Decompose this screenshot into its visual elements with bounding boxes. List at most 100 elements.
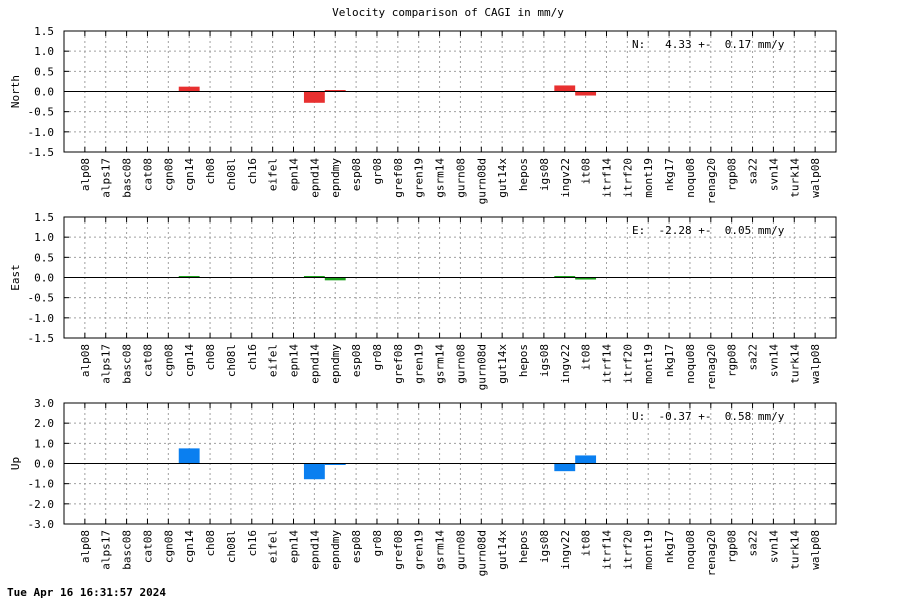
x-tick-label: walp08: [809, 344, 822, 384]
x-tick-label: alp08: [79, 158, 92, 191]
x-tick-label: turk14: [788, 344, 801, 384]
x-tick-label: epn14: [288, 530, 301, 563]
y-tick-label: 1.0: [34, 437, 54, 450]
y-tick-label: -3.0: [28, 518, 55, 531]
x-tick-label: mont19: [642, 158, 655, 198]
bar-epnd14: [303, 276, 325, 278]
timestamp: Tue Apr 16 16:31:57 2024: [7, 586, 166, 599]
x-tick-label: alp08: [79, 344, 92, 377]
x-tick-label: nkg17: [663, 158, 676, 191]
y-tick-label: 1.5: [34, 25, 54, 38]
x-tick-label: gurn08: [454, 344, 467, 384]
y-tick-label: 0.0: [34, 272, 54, 285]
panel-north: alp08 alps17 basc08 cat08 cgn08 cgn14 ch08 ch08…: [9, 25, 837, 204]
y-tick-label: 0.0: [34, 86, 54, 99]
x-tick-label: eifel: [267, 530, 280, 563]
x-tick-label: hepos: [517, 344, 530, 377]
x-tick-label: itrf14: [600, 158, 613, 198]
x-tick-label: itrf14: [600, 530, 613, 570]
x-tick-label: itrf20: [621, 344, 634, 384]
x-tick-label: esp08: [350, 158, 363, 191]
chart-title: Velocity comparison of CAGI in mm/y: [332, 6, 564, 19]
x-tick-label: epndmy: [329, 530, 342, 570]
panel-east: alp08 alps17 basc08 cat08 cgn08 cgn14 ch08 ch08…: [9, 211, 837, 390]
x-tick-label: igs08: [538, 530, 551, 563]
x-tick-label: ch16: [246, 158, 259, 185]
x-tick-label: gref08: [392, 158, 405, 198]
x-tick-label: gut14x: [496, 344, 509, 384]
x-tick-label: basc08: [121, 530, 134, 570]
x-tick-label: gren19: [413, 158, 426, 198]
y-tick-label: 1.0: [34, 45, 54, 58]
x-tick-label: noqu08: [684, 530, 697, 570]
bar-epnd14: [303, 463, 325, 480]
y-tick-label: 3.0: [34, 397, 54, 410]
y-tick-label: -1.0: [28, 312, 55, 325]
chart-panels: alp08 alps17 basc08 cat08 cgn08 cgn14 ch08 ch08…: [9, 25, 837, 576]
x-tick-label: epn14: [288, 158, 301, 191]
stat-annotation: N: 4.33 +- 0.17 mm/y: [632, 38, 785, 51]
x-tick-label: itrf20: [621, 158, 634, 198]
x-tick-label: gut14x: [496, 530, 509, 570]
x-tick-label: epnd14: [308, 344, 321, 384]
x-tick-label: svn14: [767, 344, 780, 377]
x-tick-label: turk14: [788, 530, 801, 570]
x-tick-label: ingv22: [559, 158, 572, 198]
x-tick-label: sa22: [747, 344, 760, 371]
y-tick-label: 0.5: [34, 251, 54, 264]
x-tick-label: hepos: [517, 158, 530, 191]
x-tick-label: turk14: [788, 158, 801, 198]
x-tick-label: hepos: [517, 530, 530, 563]
x-tick-label: gurn08d: [475, 530, 488, 576]
bar-ingv22: [554, 463, 576, 472]
x-tick-label: sa22: [747, 530, 760, 557]
y-tick-label: 0.0: [34, 458, 54, 471]
y-tick-label: 1.0: [34, 231, 54, 244]
x-tick-label: gren19: [413, 530, 426, 570]
x-tick-label: alps17: [100, 344, 113, 384]
x-tick-label: sa22: [747, 158, 760, 185]
bar-ingv22: [554, 276, 576, 278]
x-tick-label: igs08: [538, 344, 551, 377]
x-tick-label: cat08: [141, 344, 154, 377]
y-axis-label: Up: [9, 457, 22, 470]
bar-it08: [575, 91, 597, 96]
x-tick-label: gurn08d: [475, 344, 488, 390]
y-tick-label: -2.0: [28, 498, 55, 511]
x-tick-label: gren19: [413, 344, 426, 384]
bar-cgn14: [178, 448, 200, 464]
x-tick-label: gsrm14: [434, 530, 447, 570]
x-tick-label: epn14: [288, 344, 301, 377]
x-tick-label: gsrm14: [434, 158, 447, 198]
x-tick-label: mont19: [642, 530, 655, 570]
bar-it08: [575, 277, 597, 280]
y-tick-label: 0.5: [34, 65, 54, 78]
x-tick-label: basc08: [121, 344, 134, 384]
x-tick-label: ch08: [204, 158, 217, 185]
x-tick-label: gref08: [392, 530, 405, 570]
x-tick-label: svn14: [767, 158, 780, 191]
x-tick-label: ingv22: [559, 530, 572, 570]
x-tick-label: ch08: [204, 344, 217, 371]
x-tick-label: rgp08: [726, 530, 739, 563]
x-tick-label: basc08: [121, 158, 134, 198]
x-tick-label: ingv22: [559, 344, 572, 384]
x-tick-label: epndmy: [329, 158, 342, 198]
x-tick-label: itrf14: [600, 344, 613, 384]
x-tick-label: eifel: [267, 158, 280, 191]
x-tick-label: cgn08: [162, 344, 175, 377]
x-tick-label: ch08: [204, 530, 217, 557]
x-tick-label: itrf20: [621, 530, 634, 570]
x-tick-label: gurn08: [454, 530, 467, 570]
x-tick-label: nkg17: [663, 530, 676, 563]
x-tick-label: alp08: [79, 530, 92, 563]
x-tick-label: eifel: [267, 344, 280, 377]
x-tick-label: walp08: [809, 530, 822, 570]
x-tick-label: gr08: [371, 530, 384, 557]
y-tick-label: -1.0: [28, 478, 55, 491]
x-tick-label: it08: [580, 344, 593, 371]
x-tick-label: cat08: [141, 158, 154, 191]
x-tick-label: ch16: [246, 530, 259, 557]
x-tick-label: cgn14: [183, 530, 196, 563]
